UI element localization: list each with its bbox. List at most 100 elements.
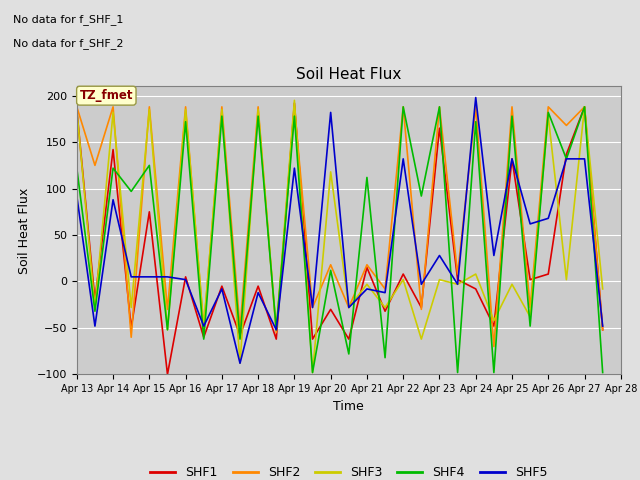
SHF2 [308, 305, 316, 311]
SHF1 [164, 372, 172, 377]
SHF5 [109, 197, 117, 203]
SHF3 [145, 107, 153, 112]
SHF3 [563, 277, 570, 283]
Line: SHF4: SHF4 [77, 107, 603, 372]
SHF1 [563, 151, 570, 157]
SHF4 [91, 308, 99, 314]
Text: No data for f_SHF_2: No data for f_SHF_2 [13, 38, 124, 49]
SHF1 [308, 336, 316, 342]
SHF3 [308, 370, 316, 375]
SHF3 [436, 277, 444, 283]
SHF2 [545, 104, 552, 110]
SHF2 [109, 104, 117, 110]
SHF4 [236, 336, 244, 342]
SHF3 [327, 169, 335, 175]
SHF3 [254, 107, 262, 112]
SHF4 [580, 104, 588, 110]
SHF2 [381, 286, 389, 292]
SHF1 [545, 271, 552, 277]
SHF3 [526, 314, 534, 320]
SHF2 [454, 271, 461, 277]
SHF5 [580, 156, 588, 162]
SHF5 [73, 193, 81, 199]
SHF2 [345, 305, 353, 311]
SHF5 [545, 216, 552, 221]
SHF1 [291, 100, 298, 106]
SHF5 [145, 274, 153, 280]
SHF4 [417, 193, 425, 199]
SHF2 [291, 104, 298, 110]
SHF3 [363, 281, 371, 287]
SHF5 [91, 323, 99, 329]
SHF3 [164, 327, 172, 333]
SHF5 [399, 156, 407, 162]
SHF2 [200, 325, 207, 331]
SHF5 [164, 274, 172, 280]
SHF1 [218, 283, 226, 289]
SHF5 [182, 277, 189, 283]
Line: SHF5: SHF5 [77, 97, 603, 363]
SHF4 [490, 370, 498, 375]
SHF3 [273, 327, 280, 333]
SHF3 [91, 305, 99, 311]
SHF2 [526, 305, 534, 311]
SHF3 [490, 318, 498, 324]
SHF4 [273, 327, 280, 333]
SHF1 [236, 333, 244, 338]
SHF1 [145, 209, 153, 215]
SHF3 [291, 97, 298, 103]
SHF2 [91, 163, 99, 168]
SHF2 [254, 104, 262, 110]
SHF1 [417, 305, 425, 311]
SHF1 [200, 335, 207, 340]
SHF5 [345, 305, 353, 311]
SHF5 [327, 109, 335, 115]
Title: Soil Heat Flux: Soil Heat Flux [296, 68, 401, 83]
SHF5 [200, 323, 207, 329]
SHF2 [164, 307, 172, 312]
SHF2 [327, 262, 335, 268]
SHF5 [291, 165, 298, 171]
SHF2 [182, 104, 189, 110]
SHF4 [200, 336, 207, 342]
SHF1 [363, 264, 371, 270]
SHF4 [145, 163, 153, 168]
SHF3 [399, 277, 407, 283]
SHF1 [399, 271, 407, 277]
Line: SHF1: SHF1 [77, 103, 603, 374]
Legend: SHF1, SHF2, SHF3, SHF4, SHF5: SHF1, SHF2, SHF3, SHF4, SHF5 [145, 461, 552, 480]
SHF5 [563, 156, 570, 162]
SHF5 [218, 286, 226, 292]
SHF2 [273, 330, 280, 336]
SHF3 [236, 360, 244, 366]
SHF1 [327, 307, 335, 312]
SHF4 [454, 370, 461, 375]
SHF5 [599, 323, 607, 329]
SHF1 [109, 147, 117, 153]
SHF2 [145, 104, 153, 110]
SHF4 [472, 119, 479, 125]
SHF4 [127, 189, 135, 194]
SHF4 [345, 351, 353, 357]
SHF2 [580, 104, 588, 110]
SHF4 [381, 355, 389, 360]
SHF2 [508, 104, 516, 110]
SHF5 [254, 290, 262, 296]
SHF4 [164, 327, 172, 333]
SHF4 [291, 113, 298, 119]
SHF4 [254, 113, 262, 119]
SHF5 [508, 156, 516, 162]
SHF2 [599, 327, 607, 333]
SHF5 [472, 95, 479, 100]
SHF1 [345, 336, 353, 342]
SHF5 [526, 221, 534, 227]
SHF2 [218, 104, 226, 110]
Text: TZ_fmet: TZ_fmet [79, 89, 133, 102]
SHF3 [417, 336, 425, 342]
SHF4 [327, 267, 335, 273]
SHF1 [526, 277, 534, 283]
SHF5 [454, 281, 461, 287]
Line: SHF3: SHF3 [77, 100, 603, 372]
SHF3 [218, 107, 226, 112]
SHF3 [381, 305, 389, 311]
